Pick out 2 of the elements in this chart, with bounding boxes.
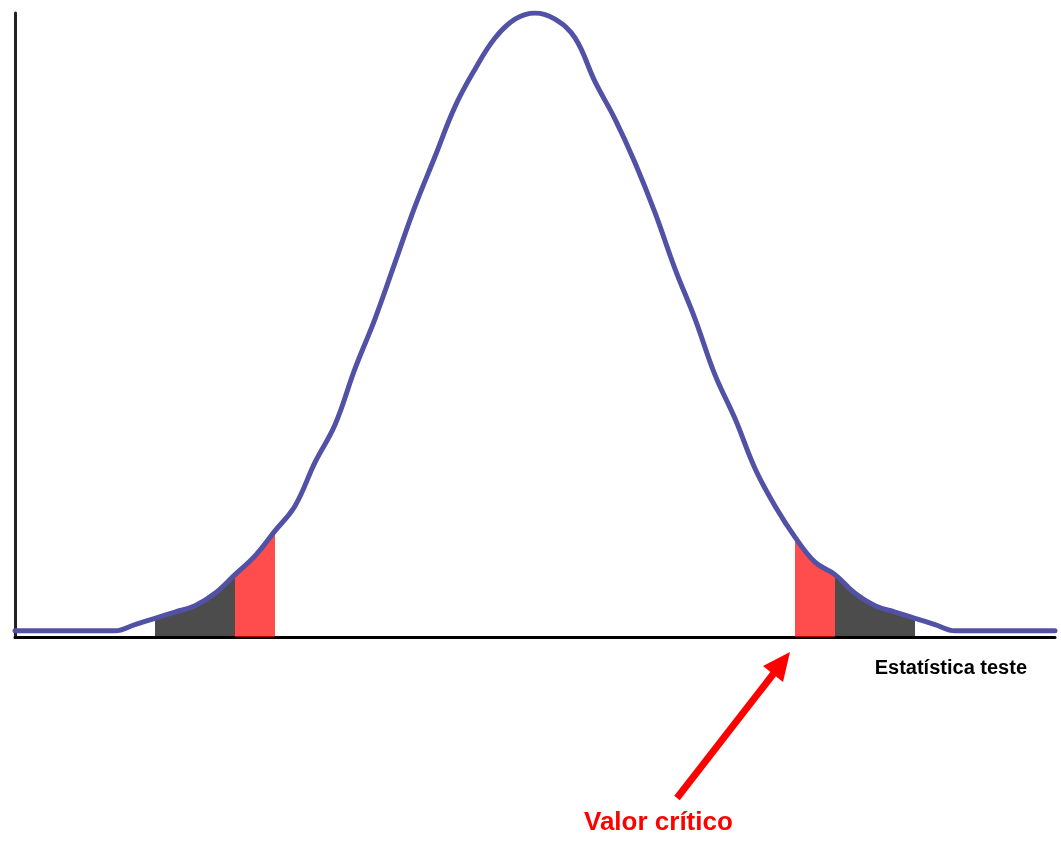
- x-axis-title: Estatística teste: [874, 656, 1027, 678]
- text: Valor crítico: [584, 806, 733, 836]
